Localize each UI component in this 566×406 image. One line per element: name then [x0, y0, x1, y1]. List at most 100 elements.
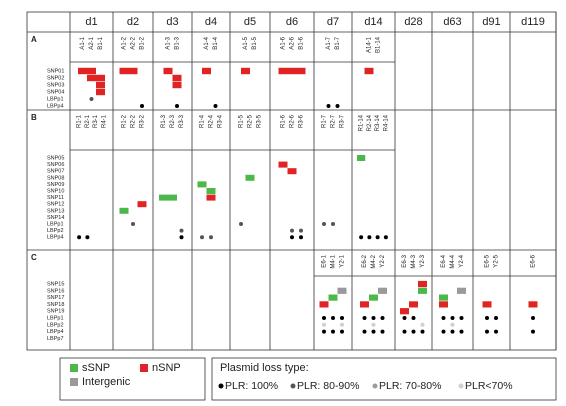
plasmid-loss-dot: [322, 316, 326, 320]
snp-mark: [278, 67, 288, 75]
sample-label: A1-7: [326, 36, 332, 49]
sample-label: R3-14: [375, 114, 381, 131]
sample-label: M4-2: [371, 254, 377, 268]
plasmid-loss-dot: [89, 97, 94, 101]
plasmid-loss-dot: [362, 316, 367, 320]
row-label: LBPp4: [47, 235, 64, 241]
plasmid-loss-dot: [420, 322, 425, 327]
snp-mark: [378, 287, 387, 294]
plasmid-loss-dot: [290, 235, 294, 240]
sample-label: A1-4: [204, 36, 210, 49]
plasmid-loss-dot: [485, 316, 489, 320]
panel-label: A: [31, 35, 37, 44]
snp-mark: [87, 67, 96, 75]
column-header: d3: [166, 16, 178, 28]
snp-mark: [296, 67, 306, 75]
snp-mark: [96, 81, 105, 89]
snp-mark: [357, 155, 366, 161]
legend-swatch: [70, 364, 78, 372]
legend-box: [211, 357, 557, 401]
row-label: SNP08: [47, 175, 64, 181]
plasmid-loss-dot: [179, 235, 184, 240]
snp-mark: [172, 74, 182, 82]
legend-box: [59, 357, 206, 401]
row-label: SNP19: [47, 309, 64, 315]
snp-mark: [457, 287, 466, 294]
row-label: SNP09: [47, 182, 64, 188]
legend-label: sSNP: [82, 362, 110, 374]
row-label: SNP04: [47, 89, 64, 95]
legend-label: nSNP: [152, 362, 181, 374]
plasmid-loss-dot: [131, 222, 135, 226]
sample-label: R3-1: [93, 114, 99, 128]
column-header: d4: [205, 16, 217, 28]
sample-label: R3-7: [340, 114, 346, 128]
plasmid-loss-dot: [375, 235, 380, 240]
row-label: LBPp1: [47, 96, 64, 102]
sample-label: A1-1: [80, 36, 86, 49]
sample-label: B1-7: [335, 36, 341, 49]
row-label: LBPp1: [47, 315, 64, 321]
sample-label: R3-5: [257, 114, 263, 128]
sample-label: A2-2: [131, 36, 137, 49]
plasmid-loss-dot: [322, 322, 326, 327]
sample-label: B1-5: [252, 36, 258, 49]
snp-mark: [364, 67, 374, 75]
plasmid-loss-dot: [331, 329, 335, 334]
plasmid-loss-dot: [402, 329, 407, 334]
legend-label: PLR: 70-80%: [379, 380, 441, 392]
column-header: d63: [443, 16, 461, 28]
plasmid-loss-dot: [331, 316, 335, 320]
sample-label: M4-1: [331, 254, 337, 268]
sample-label: Y2-1: [340, 254, 346, 267]
plasmid-loss-dot: [459, 316, 464, 320]
row-label: SNP05: [47, 155, 64, 161]
plasmid-loss-dot: [340, 322, 344, 327]
legend-dot: [458, 383, 464, 389]
snp-mark: [287, 67, 297, 75]
legend-dot: [290, 383, 296, 389]
snp-mark: [96, 88, 105, 96]
panel-label: C: [31, 253, 37, 262]
sample-label: E6-2: [362, 254, 368, 267]
sample-label: R1-4: [200, 114, 206, 128]
snp-mark: [87, 74, 96, 82]
sample-label: E6-6: [531, 254, 537, 267]
plasmid-loss-dot: [494, 316, 498, 320]
plasmid-loss-dot: [411, 329, 416, 334]
column-header: d28: [404, 16, 422, 28]
row-label: LBPp1: [47, 221, 64, 227]
sample-label: M4-4: [450, 254, 456, 268]
sample-label: B1-3: [175, 36, 181, 49]
plasmid-loss-dot: [371, 322, 376, 327]
legend-label: PLR: 100%: [225, 380, 278, 392]
column-header: d5: [244, 16, 256, 28]
column-header: d1: [85, 16, 97, 28]
plasmid-loss-dot: [402, 316, 407, 320]
snp-mark: [206, 188, 216, 194]
snp-mark: [206, 194, 216, 201]
legend-label: PLR: 80-90%: [297, 380, 359, 392]
plasmid-loss-dot: [140, 104, 144, 108]
snp-mark: [137, 201, 147, 208]
plasmid-loss-dot: [441, 316, 446, 320]
sample-label: E6-4: [441, 254, 447, 267]
row-label: SNP16: [47, 288, 64, 294]
sample-label: B1-4: [213, 36, 219, 49]
snp-mark: [172, 81, 182, 89]
sample-label: R3-4: [218, 114, 224, 128]
sample-label: R1-2: [122, 114, 128, 128]
sample-label: A1-5: [243, 36, 249, 49]
column-header: d2: [127, 16, 139, 28]
plasmid-loss-dot: [239, 222, 243, 226]
sample-label: E6-5: [485, 254, 491, 267]
row-label: SNP18: [47, 302, 64, 308]
legend-swatch: [140, 364, 148, 372]
snp-mark: [319, 301, 329, 308]
snp-mark: [78, 67, 87, 75]
snp-mark: [163, 67, 173, 75]
snp-mark: [241, 67, 250, 75]
plasmid-loss-dot: [359, 235, 364, 240]
plasmid-loss-dot: [371, 316, 376, 320]
